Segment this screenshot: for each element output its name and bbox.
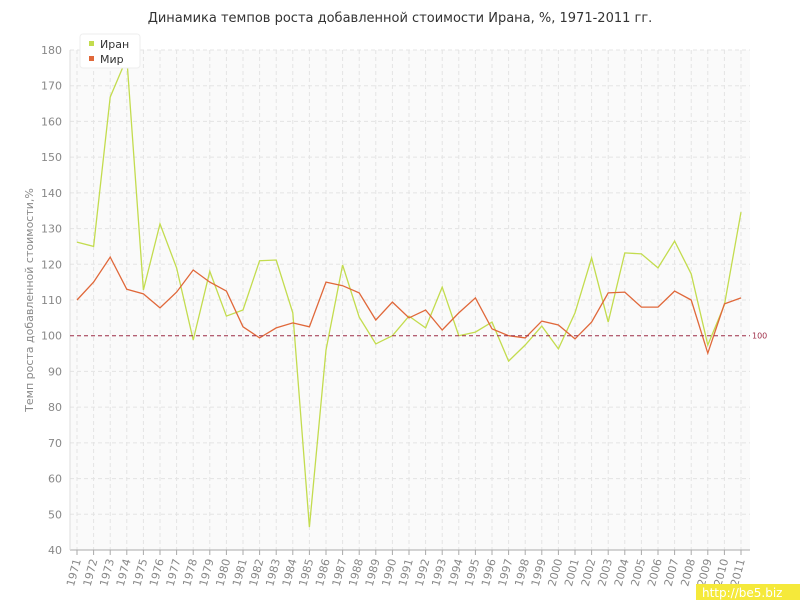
y-tick-label: 50 <box>48 508 62 521</box>
legend-box <box>79 33 141 69</box>
y-tick-label: 40 <box>48 544 62 557</box>
legend: Иран Мир <box>79 33 141 69</box>
legend-swatch <box>89 41 94 46</box>
series-line <box>76 57 742 528</box>
watermark: http://be5.biz <box>702 586 782 600</box>
y-axis-label: Темп роста добавленной стоимости,% <box>23 188 36 413</box>
watermark-box <box>696 584 800 600</box>
y-tick-label: 90 <box>48 365 62 378</box>
y-tick-label: 130 <box>41 223 62 236</box>
y-tick-label: 70 <box>48 437 62 450</box>
y-tick-label: 110 <box>41 294 62 307</box>
y-tick-label: 170 <box>41 80 62 93</box>
reference-label: 100 <box>752 332 767 341</box>
y-tick-label: 80 <box>48 401 62 414</box>
series-line <box>76 255 742 356</box>
legend-label: Мир <box>100 53 124 66</box>
legend-label: Иран <box>100 38 129 51</box>
y-tick-label: 60 <box>48 473 62 486</box>
x-tick-label: 2011 <box>728 557 748 587</box>
y-tick-label: 100 <box>41 330 62 343</box>
y-tick-label: 120 <box>41 258 62 271</box>
y-tick-label: 160 <box>41 115 62 128</box>
y-tick-label: 140 <box>41 187 62 200</box>
chart-title: Динамика темпов роста добавленной стоимо… <box>148 11 653 26</box>
legend-swatch <box>89 56 94 61</box>
y-tick-label: 150 <box>41 151 62 164</box>
y-tick-label: 180 <box>41 44 62 57</box>
